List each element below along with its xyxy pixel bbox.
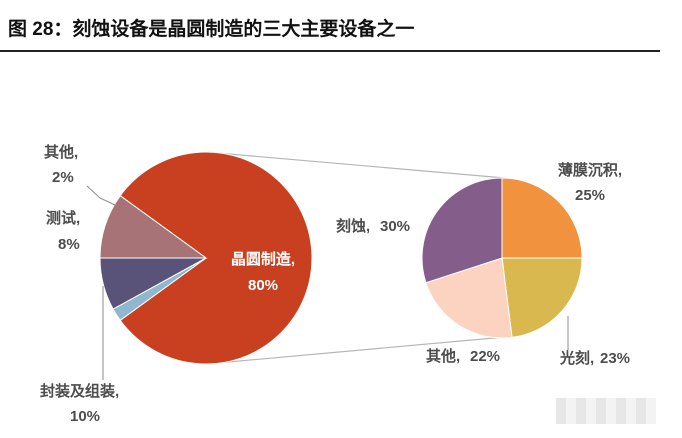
connector-line-top [205,151,506,179]
label-testing: 测试, [46,209,80,227]
title-rule [0,50,660,52]
label-wafer-fab: 晶圆制造, [231,250,295,268]
main-pie-slice-3 [99,194,208,259]
value-deposition: 25% [575,187,605,204]
label-lithography: 光刻, [559,349,594,367]
value-packaging: 10% [70,408,100,425]
connector-lines [205,151,506,365]
label-deposition: 薄膜沉积, [558,161,622,179]
label-sub-other: 其他, [426,347,460,365]
main-pie-slice-0 [119,151,313,365]
value-testing: 8% [58,236,80,253]
secondary-pie-slice-2 [425,257,513,339]
leader-line-other [86,185,118,207]
watermark [556,398,656,424]
value-sub-other: 22% [470,348,500,365]
label-main-other: 其他, [44,143,78,161]
secondary-pie [421,177,583,339]
value-main-other: 2% [52,169,74,186]
label-etching: 刻蚀, [336,217,370,235]
secondary-pie-slice-0 [501,177,583,259]
secondary-pie-slice-1 [501,257,583,338]
label-packaging: 封装及组装, [40,382,119,400]
value-etching: 30% [380,218,410,235]
main-pie [99,151,313,365]
secondary-pie-slice-3 [421,177,503,284]
leader-lines [86,185,569,380]
value-wafer-fab: 80% [248,277,278,294]
value-lithography: 23% [600,350,630,367]
connector-line-bottom [205,336,506,365]
figure-title: 图 28：刻蚀设备是晶圆制造的三大主要设备之一 [8,19,415,40]
